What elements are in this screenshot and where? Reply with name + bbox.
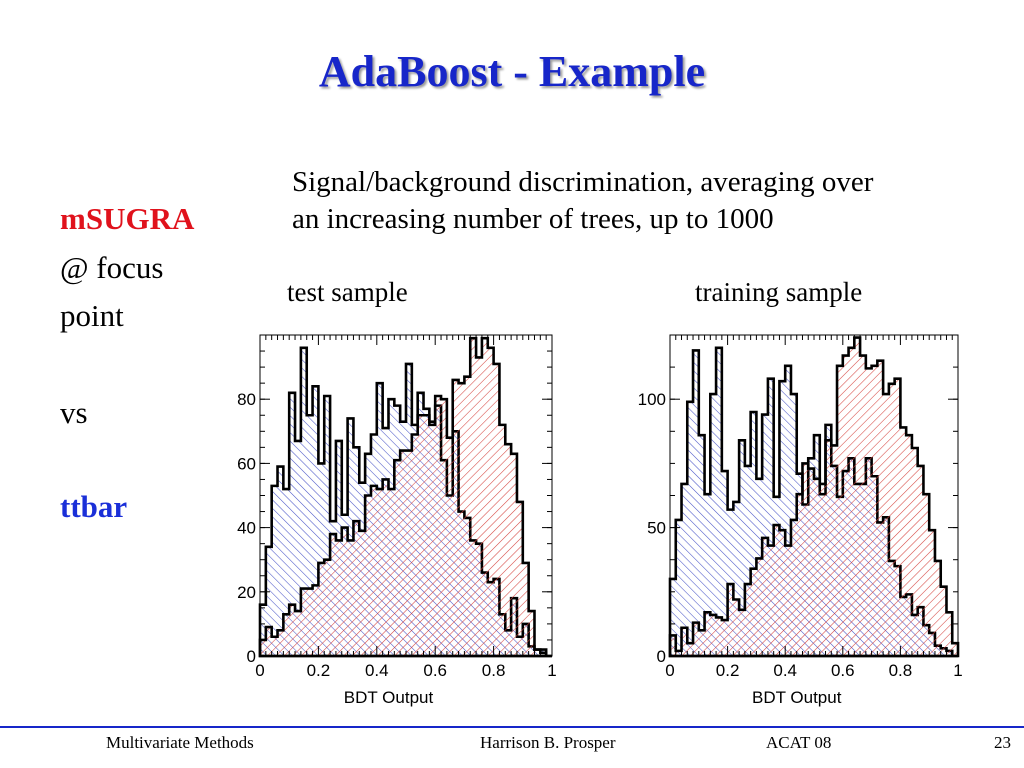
training-sample-label: training sample <box>695 277 863 307</box>
x-tick-label: 0.8 <box>482 661 506 680</box>
point-label: point <box>60 298 124 333</box>
signal-histogram <box>668 336 960 658</box>
y-tick-label: 0 <box>657 647 666 666</box>
x-tick-label: 0.4 <box>773 661 797 680</box>
x-tick-label: 0 <box>665 661 674 680</box>
test-sample-histogram: 0 0.2 0.4 0.6 0.8 1 0 20 40 60 80 BDT Output <box>237 334 557 707</box>
x-tick-label: 1 <box>547 661 556 680</box>
y-tick-label: 100 <box>638 390 666 409</box>
x-tick-label: 1 <box>953 661 962 680</box>
footer-center: Harrison B. Prosper <box>480 733 616 752</box>
background-label: ttbar <box>60 489 128 524</box>
vs-label: vs <box>60 395 88 430</box>
y-tick-label: 0 <box>247 647 256 666</box>
page-number: 23 <box>994 733 1011 752</box>
x-axis-label: BDT Output <box>344 688 434 707</box>
y-tick-label: 20 <box>237 583 256 602</box>
slide-subtitle: Signal/background discrimination, averag… <box>292 164 1002 238</box>
training-sample-histogram: 0 0.2 0.4 0.6 0.8 1 0 50 100 BDT Output <box>638 334 963 707</box>
y-tick-label: 60 <box>237 454 256 473</box>
focus-label: @ focus <box>60 250 164 285</box>
x-tick-label: 0.2 <box>307 661 331 680</box>
signal-label: mSUGRA <box>60 201 195 236</box>
x-tick-label: 0.2 <box>716 661 740 680</box>
x-tick-label: 0 <box>255 661 264 680</box>
x-tick-label: 0.8 <box>889 661 913 680</box>
footer-divider <box>0 726 1024 728</box>
footer-right: ACAT 08 <box>766 733 832 752</box>
x-tick-label: 0.6 <box>831 661 855 680</box>
signal-histogram <box>258 336 552 658</box>
footer-left: Multivariate Methods <box>106 733 254 752</box>
x-tick-label: 0.6 <box>423 661 447 680</box>
subtitle-line-2: an increasing number of trees, up to 100… <box>292 203 774 235</box>
x-tick-label: 0.4 <box>365 661 389 680</box>
subtitle-line-1: Signal/background discrimination, averag… <box>292 166 874 198</box>
y-tick-label: 80 <box>237 390 256 409</box>
x-axis-label: BDT Output <box>752 688 842 707</box>
y-tick-label: 40 <box>237 519 256 538</box>
y-tick-label: 50 <box>647 519 666 538</box>
test-sample-label: test sample <box>287 277 408 307</box>
slide-title: AdaBoost - Example <box>318 47 706 96</box>
